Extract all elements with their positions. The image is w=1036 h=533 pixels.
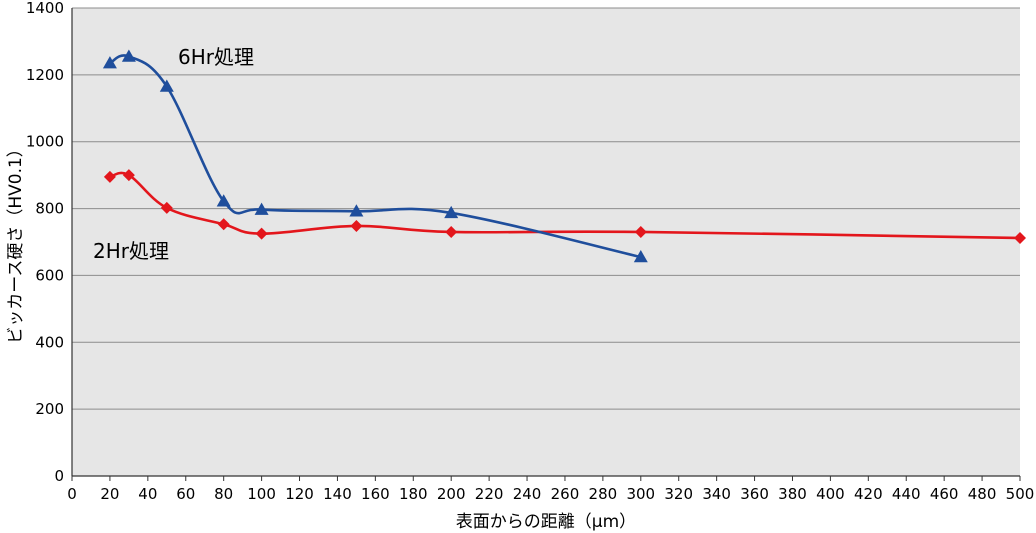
x-tick-label: 320 [664, 485, 693, 503]
triangle-marker [633, 250, 648, 263]
x-tick-labels: 0 20 40 60 80 100 120 140 160 180 200 220 240 260 280 3… [67, 476, 1034, 503]
x-tick-label: 420 [854, 485, 883, 503]
diamond-marker [255, 227, 268, 240]
x-tick-label: 100 [247, 485, 276, 503]
x-tick-label: 380 [778, 485, 807, 503]
series-6hr [102, 49, 648, 263]
y-tick-label: 800 [35, 200, 64, 218]
x-tick-label: 260 [551, 485, 580, 503]
y-tick-label: 400 [35, 333, 64, 351]
x-tick-label: 480 [968, 485, 997, 503]
x-tick-label: 240 [513, 485, 542, 503]
triangle-marker [216, 194, 231, 207]
triangle-marker [159, 79, 174, 92]
triangle-marker [121, 49, 136, 62]
x-tick-label: 500 [1006, 485, 1035, 503]
x-tick-label: 360 [740, 485, 769, 503]
diamond-marker [350, 219, 363, 232]
x-tick-label: 0 [67, 485, 77, 503]
x-tick-label: 20 [100, 485, 119, 503]
y-tick-label: 600 [35, 266, 64, 284]
series-group [102, 49, 1026, 263]
x-tick-label: 460 [930, 485, 959, 503]
y-axis-title: ビッカース硬さ（HV0.1） [6, 140, 26, 344]
y-tick-label: 1000 [26, 133, 64, 151]
x-tick-label: 40 [138, 485, 157, 503]
x-tick-label: 220 [475, 485, 504, 503]
diamond-marker [103, 170, 116, 183]
triangle-marker [349, 204, 364, 217]
diamond-marker [160, 201, 173, 214]
series-label-2hr: 2Hr処理 [93, 239, 169, 263]
x-tick-label: 120 [285, 485, 314, 503]
x-tick-label: 300 [626, 485, 655, 503]
x-tick-label: 440 [892, 485, 921, 503]
series-line [109, 54, 642, 259]
y-tick-label: 200 [35, 400, 64, 418]
y-tick-labels: 0 200 400 600 800 1000 1200 1400 [26, 0, 64, 485]
x-tick-label: 200 [437, 485, 466, 503]
x-tick-label: 400 [816, 485, 845, 503]
plot-area [72, 8, 1020, 476]
series-label-6hr: 6Hr処理 [178, 45, 254, 69]
x-axis-title: 表面からの距離（µm） [456, 512, 636, 532]
x-tick-label: 60 [176, 485, 195, 503]
triangle-marker [444, 205, 459, 219]
x-tick-label: 340 [702, 485, 731, 503]
x-tick-label: 140 [323, 485, 352, 503]
x-tick-label: 280 [589, 485, 618, 503]
y-tick-label: 0 [54, 467, 64, 485]
triangle-marker [254, 202, 269, 215]
diamond-marker [122, 169, 135, 182]
diamond-marker [634, 225, 647, 238]
x-tick-label: 80 [214, 485, 233, 503]
x-tick-label: 160 [361, 485, 390, 503]
y-tick-label: 1400 [26, 0, 64, 17]
diamond-marker [217, 218, 230, 231]
series-2hr [103, 169, 1026, 244]
y-tick-label: 1200 [26, 66, 64, 84]
triangle-marker [102, 56, 117, 69]
diamond-marker [1014, 231, 1026, 244]
diamond-marker [445, 225, 458, 238]
x-tick-label: 180 [399, 485, 428, 503]
